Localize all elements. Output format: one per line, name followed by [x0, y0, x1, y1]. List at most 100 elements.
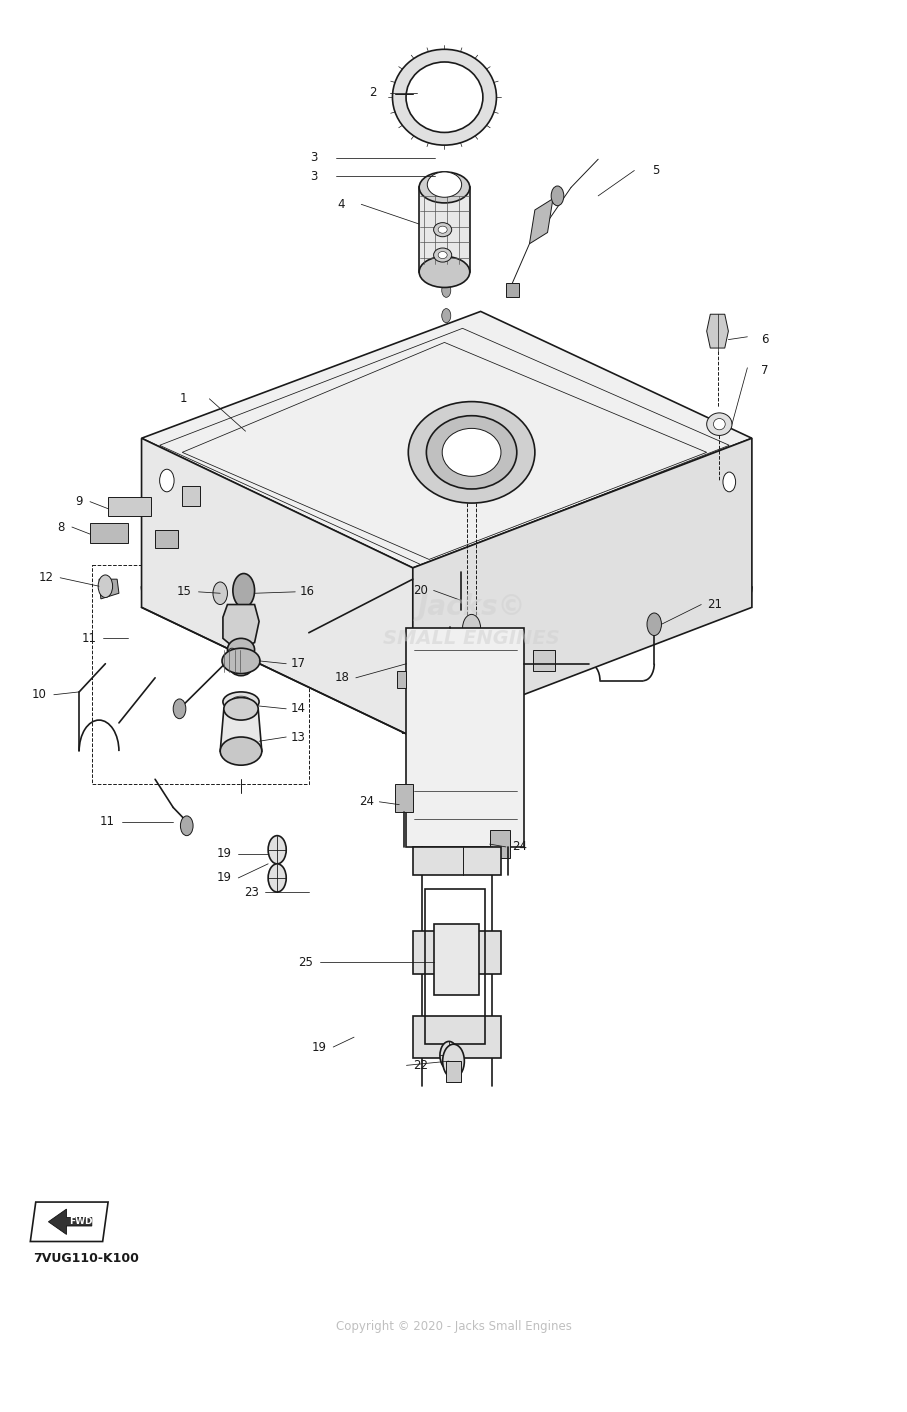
- Text: 24: 24: [359, 795, 374, 808]
- Text: 2: 2: [369, 86, 376, 99]
- Circle shape: [723, 472, 736, 491]
- Polygon shape: [99, 579, 119, 599]
- Text: 11: 11: [82, 631, 96, 645]
- Polygon shape: [506, 284, 519, 298]
- Text: 15: 15: [176, 586, 191, 599]
- Text: 19: 19: [217, 871, 232, 884]
- Text: 13: 13: [291, 730, 306, 744]
- Ellipse shape: [443, 428, 501, 476]
- Ellipse shape: [228, 638, 255, 661]
- Text: SMALL ENGINES: SMALL ENGINES: [384, 628, 560, 648]
- Circle shape: [647, 613, 661, 635]
- Text: 5: 5: [652, 164, 659, 176]
- Ellipse shape: [427, 172, 462, 198]
- Circle shape: [442, 309, 451, 323]
- Ellipse shape: [419, 257, 470, 288]
- Circle shape: [160, 469, 174, 491]
- Circle shape: [463, 614, 481, 642]
- Circle shape: [233, 573, 255, 607]
- Ellipse shape: [393, 49, 496, 145]
- Circle shape: [440, 1042, 458, 1069]
- Polygon shape: [395, 784, 413, 812]
- Polygon shape: [223, 604, 259, 650]
- Text: 24: 24: [512, 840, 527, 853]
- Polygon shape: [533, 650, 555, 671]
- Ellipse shape: [426, 415, 517, 489]
- Text: 8: 8: [57, 521, 64, 534]
- Ellipse shape: [406, 62, 483, 133]
- Text: 12: 12: [39, 572, 54, 585]
- Text: 9: 9: [75, 496, 83, 508]
- Ellipse shape: [222, 648, 260, 674]
- Polygon shape: [413, 932, 502, 974]
- Polygon shape: [530, 199, 553, 244]
- Text: 20: 20: [414, 585, 428, 597]
- Text: 19: 19: [217, 847, 232, 860]
- Circle shape: [268, 864, 287, 892]
- Ellipse shape: [408, 401, 535, 503]
- Circle shape: [442, 233, 451, 247]
- Circle shape: [227, 648, 238, 665]
- Polygon shape: [434, 925, 479, 995]
- Text: 1: 1: [180, 393, 187, 405]
- Text: 18: 18: [335, 671, 349, 685]
- Ellipse shape: [231, 696, 251, 707]
- Ellipse shape: [434, 223, 452, 237]
- Polygon shape: [141, 438, 413, 737]
- Text: 19: 19: [312, 1041, 327, 1053]
- Circle shape: [551, 186, 564, 206]
- Polygon shape: [707, 315, 728, 347]
- Ellipse shape: [438, 226, 447, 233]
- Polygon shape: [220, 709, 262, 751]
- Polygon shape: [406, 628, 524, 847]
- Ellipse shape: [714, 418, 726, 429]
- Polygon shape: [446, 1062, 461, 1082]
- Text: FWD: FWD: [69, 1217, 93, 1226]
- Text: Copyright © 2020 - Jacks Small Engines: Copyright © 2020 - Jacks Small Engines: [336, 1320, 571, 1333]
- Polygon shape: [413, 1017, 502, 1059]
- Ellipse shape: [223, 692, 259, 712]
- Polygon shape: [90, 522, 128, 542]
- Ellipse shape: [438, 251, 447, 258]
- Text: 3: 3: [310, 151, 317, 164]
- Polygon shape: [419, 188, 470, 273]
- Polygon shape: [490, 830, 510, 858]
- Ellipse shape: [224, 698, 258, 720]
- Circle shape: [442, 258, 451, 273]
- Text: 4: 4: [337, 198, 345, 210]
- Circle shape: [180, 816, 193, 836]
- Polygon shape: [108, 497, 151, 515]
- Text: 10: 10: [32, 688, 46, 702]
- Ellipse shape: [707, 412, 732, 435]
- Polygon shape: [30, 1202, 108, 1241]
- Circle shape: [98, 575, 112, 597]
- Text: 22: 22: [413, 1059, 428, 1072]
- Text: 16: 16: [300, 586, 315, 599]
- Ellipse shape: [229, 658, 252, 676]
- Circle shape: [213, 582, 228, 604]
- Circle shape: [268, 836, 287, 864]
- Ellipse shape: [419, 172, 470, 203]
- Ellipse shape: [220, 737, 262, 765]
- Text: 6: 6: [761, 333, 768, 346]
- Text: 21: 21: [707, 599, 722, 611]
- Text: 11: 11: [100, 815, 114, 827]
- Text: 7VUG110-K100: 7VUG110-K100: [33, 1252, 139, 1265]
- Circle shape: [442, 182, 451, 196]
- Polygon shape: [155, 530, 178, 548]
- Circle shape: [442, 208, 451, 222]
- Text: 14: 14: [291, 702, 306, 716]
- Text: 3: 3: [310, 169, 317, 182]
- Text: Jacks©: Jacks©: [417, 593, 526, 621]
- Text: 25: 25: [298, 956, 313, 969]
- Text: 17: 17: [291, 657, 306, 671]
- Polygon shape: [141, 312, 752, 568]
- Circle shape: [173, 699, 186, 719]
- Text: 23: 23: [244, 885, 259, 898]
- Circle shape: [442, 284, 451, 298]
- Ellipse shape: [434, 249, 452, 263]
- Text: 7: 7: [761, 364, 768, 377]
- Polygon shape: [413, 847, 502, 875]
- Polygon shape: [413, 438, 752, 737]
- Circle shape: [443, 1045, 464, 1077]
